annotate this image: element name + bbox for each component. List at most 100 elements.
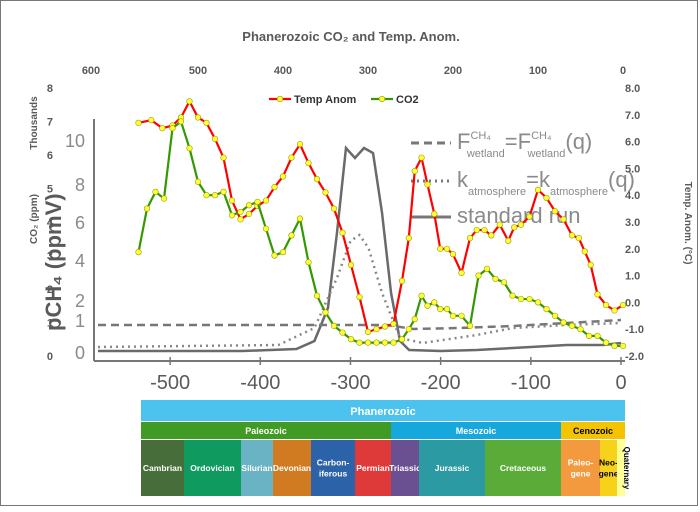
co2-point <box>347 336 355 343</box>
temp-anom-point <box>373 326 380 333</box>
co2-point <box>466 322 474 329</box>
eon-label: Phanerozoic <box>350 406 415 418</box>
temp-anom-point <box>279 173 287 180</box>
temp-anom-point <box>418 154 425 161</box>
bg-legend-mid: =F <box>505 129 531 154</box>
period-label: iferous <box>319 469 348 479</box>
period-block <box>311 440 355 496</box>
co2-point <box>500 279 508 286</box>
temp-anom-point <box>364 328 372 335</box>
period-label: Neo- <box>599 458 618 468</box>
co2-point <box>526 295 533 303</box>
co2-point <box>245 202 253 209</box>
period-label: Ordovician <box>190 463 234 473</box>
temp-anom-point <box>305 159 312 167</box>
temp-anom-point <box>356 293 363 301</box>
co2-point <box>152 188 159 195</box>
period-block <box>485 440 561 496</box>
left-y-tick-label: 0 <box>47 351 53 363</box>
period-label: Permian <box>356 463 390 473</box>
temp-anom-point <box>288 154 295 161</box>
temp-anom-point <box>194 114 202 121</box>
bg-x-tick-label: -300 <box>330 372 370 394</box>
co2-point <box>534 299 542 306</box>
co2-point <box>220 188 227 195</box>
bg-legend-mid-sub: wetland <box>526 148 565 160</box>
top-x-tick-label: 300 <box>359 65 377 77</box>
temp-anom-point <box>424 181 431 188</box>
co2-point <box>418 292 425 299</box>
period-label: gene <box>571 469 591 479</box>
era-label: Cenozoic <box>573 426 613 436</box>
temp-anom-point <box>203 119 210 126</box>
co2-point <box>169 125 176 132</box>
co2-point <box>437 306 444 313</box>
top-x-tick-label: 0 <box>620 65 626 77</box>
temp-anom-point <box>313 176 321 183</box>
period-label: Quaternary <box>622 447 631 490</box>
co2-point <box>313 292 321 299</box>
co2-point <box>228 212 236 219</box>
temp-anom-point <box>511 224 518 231</box>
bg-legend-lhs-sup: CH₄ <box>470 130 491 142</box>
temp-anom-point <box>431 210 438 218</box>
co2-point <box>373 339 380 346</box>
bg-legend-lhs-sub: wetland <box>466 148 505 160</box>
co2-point <box>330 322 338 329</box>
temp-anom-point <box>581 248 588 255</box>
co2-point <box>203 192 210 199</box>
co2-point <box>492 275 499 283</box>
co2-point <box>585 332 593 340</box>
co2-point <box>619 342 627 350</box>
period-label: Jurassic <box>435 463 470 473</box>
top-x-tick-label: 400 <box>274 65 292 77</box>
co2-point <box>424 302 431 309</box>
left-y-tick-label: 3 <box>47 251 53 263</box>
co2-point <box>262 225 270 232</box>
right-y-tick-label: -2.0 <box>625 351 644 363</box>
bg-standard-run-curve <box>98 145 622 353</box>
temp-anom-point <box>411 167 418 175</box>
temp-anom-point <box>228 197 236 204</box>
eon-bar <box>141 400 625 421</box>
period-label: Cambrian <box>143 463 182 473</box>
temp-anom-point <box>237 216 244 223</box>
temp-anom-point <box>551 208 559 215</box>
bg-y-tick-label: 8 <box>75 175 85 195</box>
temp-anom-point <box>159 125 166 132</box>
left-y-tick-label: 8 <box>47 83 53 95</box>
chart-title: Phanerozoic CO₂ and Temp. Anom. <box>242 29 459 44</box>
co2-point <box>305 259 312 266</box>
bg-x-tick-label: -400 <box>240 372 280 394</box>
temp-anom-point <box>330 205 338 212</box>
period-block <box>419 440 485 496</box>
bg-y-tick-label: 2 <box>75 291 85 311</box>
co2-point <box>560 319 567 326</box>
temp-anom-point <box>347 261 355 268</box>
temp-anom-point <box>296 141 304 148</box>
temp-anom-point <box>148 117 155 124</box>
right-y-tick-label: 1.0 <box>625 271 640 283</box>
chart-series <box>135 98 627 350</box>
temp-anom-point <box>390 320 397 327</box>
period-block <box>184 440 241 496</box>
bg-wetland-curve <box>98 318 622 331</box>
co2-point <box>611 342 618 350</box>
period-label: Devonian <box>273 463 311 473</box>
co2-point <box>381 339 389 346</box>
right-y-tick-label: 4.0 <box>625 190 640 202</box>
co2-point <box>449 312 457 319</box>
legend-label: CO2 <box>396 94 419 106</box>
bg-x-tick-label: -200 <box>421 372 461 394</box>
bg-x-tick-label: -500 <box>150 372 190 394</box>
bg-y-tick-label: 4 <box>75 251 85 271</box>
bg-x-tick-label: -100 <box>511 372 551 394</box>
temp-anom-point <box>473 226 480 234</box>
bg-y-axis-label: pCH₄ (ppmV) <box>41 193 66 331</box>
bg-y-tick-label: 0 <box>75 343 85 363</box>
bg-legend-rhs: (q) <box>565 129 592 154</box>
temp-anom-point <box>186 98 193 105</box>
temp-anom-point <box>517 221 525 228</box>
